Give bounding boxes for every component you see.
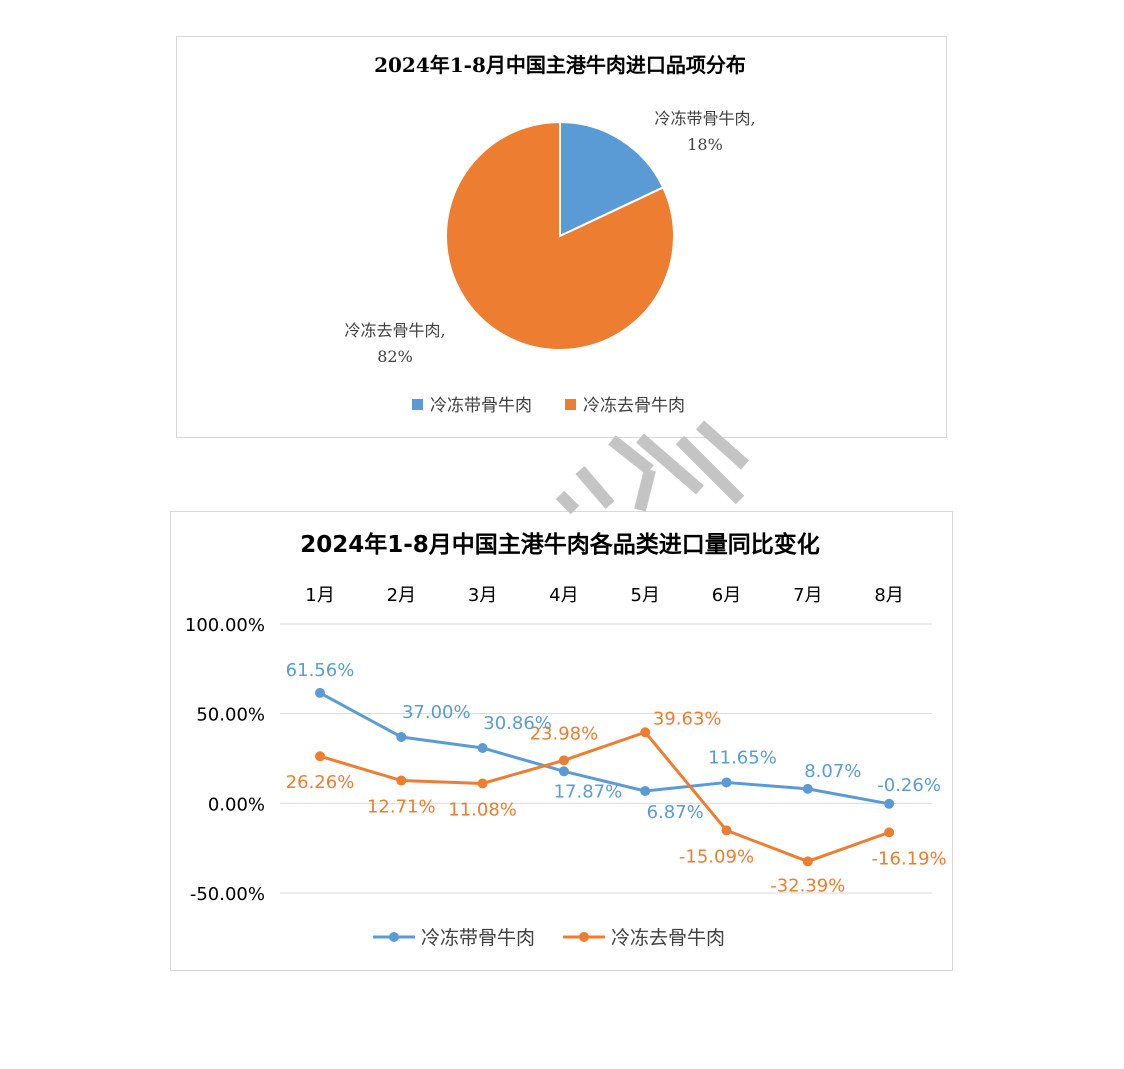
data-point [721, 825, 732, 836]
x-tick-label: 2月 [387, 585, 416, 606]
data-point [477, 742, 488, 753]
x-tick-label: 3月 [468, 585, 497, 606]
line-title: 2024年1-8月中国主港牛肉各品类进口量同比变化 [300, 531, 820, 558]
pie-data-label-pct: 82% [377, 347, 413, 366]
data-point [396, 731, 407, 742]
y-tick-label: 100.00% [185, 615, 265, 636]
data-label: 17.87% [554, 781, 623, 802]
watermark-strokes [555, 420, 749, 515]
data-point [396, 775, 407, 786]
pie-data-label-name: 冷冻带骨牛肉, [654, 109, 755, 128]
data-label: 8.07% [804, 761, 861, 782]
x-tick-label: 7月 [793, 585, 822, 606]
y-tick-label: 0.00% [208, 794, 265, 815]
data-point [884, 798, 895, 809]
y-tick-label: 50.00% [196, 705, 265, 726]
x-tick-label: 1月 [305, 585, 334, 606]
data-point [640, 786, 651, 797]
data-label: -15.09% [679, 846, 754, 867]
pie-slice-1 [445, 120, 675, 351]
data-point [884, 827, 895, 838]
pie-title: 2024年1-8月中国主港牛肉进口品项分布 [374, 53, 746, 77]
data-label: 11.08% [448, 799, 517, 820]
data-point [315, 687, 325, 698]
pie-data-label-name: 冷冻去骨牛肉, [344, 321, 445, 340]
data-label: 30.86% [483, 713, 552, 734]
x-tick-label: 5月 [630, 585, 659, 606]
pie-slice-0 [559, 120, 665, 238]
line-legend-marker-1 [579, 932, 589, 942]
data-point [315, 751, 325, 762]
data-label: 61.56% [286, 660, 355, 681]
line-legend-label: 冷冻带骨牛肉 [421, 927, 535, 949]
data-label: -0.26% [877, 775, 941, 796]
data-point [802, 856, 813, 867]
data-label: 37.00% [402, 702, 471, 723]
data-point [558, 766, 569, 777]
data-point [721, 777, 732, 788]
data-label: 12.71% [367, 797, 436, 818]
line-chart-panel [170, 511, 953, 971]
data-point [558, 755, 569, 766]
pie-legend-label: 冷冻去骨牛肉 [583, 396, 685, 416]
x-tick-label: 4月 [549, 585, 578, 606]
pie-legend-label: 冷冻带骨牛肉 [430, 396, 532, 416]
line-legend-label: 冷冻去骨牛肉 [611, 927, 725, 949]
data-point [640, 727, 651, 738]
pie-legend-swatch-1 [565, 399, 576, 410]
data-label: -32.39% [770, 875, 845, 896]
data-label: 39.63% [653, 708, 722, 729]
data-label: 26.26% [286, 772, 355, 793]
pie-data-label-pct: 18% [687, 135, 723, 154]
line-legend-marker-0 [389, 932, 399, 942]
y-tick-label: -50.00% [190, 884, 265, 905]
data-label: -16.19% [872, 848, 947, 869]
data-point [802, 783, 813, 794]
data-label: 6.87% [647, 802, 704, 823]
x-tick-label: 6月 [712, 585, 741, 606]
x-tick-label: 8月 [874, 585, 903, 606]
series-line-0 [319, 691, 890, 806]
series-line-1 [319, 730, 890, 863]
pie-legend-swatch-0 [412, 399, 423, 410]
data-label: 23.98% [530, 723, 599, 744]
data-point [477, 778, 488, 789]
data-label: 11.65% [708, 747, 777, 768]
